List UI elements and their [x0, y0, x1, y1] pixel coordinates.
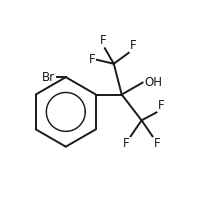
Text: OH: OH: [145, 76, 163, 89]
Text: F: F: [122, 137, 129, 150]
Text: F: F: [158, 99, 165, 112]
Text: Br: Br: [42, 71, 55, 84]
Text: F: F: [100, 34, 107, 47]
Text: F: F: [89, 53, 95, 66]
Text: F: F: [130, 39, 137, 52]
Text: F: F: [154, 137, 161, 150]
